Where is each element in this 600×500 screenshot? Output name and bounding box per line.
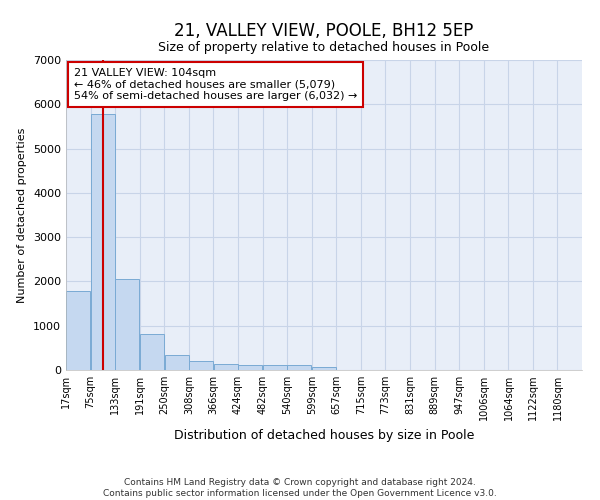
Bar	[66, 290, 91, 370]
Bar	[287, 366, 311, 370]
Bar	[312, 367, 337, 370]
Text: Contains HM Land Registry data © Crown copyright and database right 2024.
Contai: Contains HM Land Registry data © Crown c…	[103, 478, 497, 498]
Bar	[214, 364, 238, 370]
Y-axis label: Number of detached properties: Number of detached properties	[17, 128, 28, 302]
Bar	[263, 366, 287, 370]
Bar	[140, 334, 164, 370]
Text: 21 VALLEY VIEW: 104sqm
← 46% of detached houses are smaller (5,079)
54% of semi-: 21 VALLEY VIEW: 104sqm ← 46% of detached…	[74, 68, 357, 101]
Bar	[189, 362, 214, 370]
Bar	[115, 279, 139, 370]
Bar	[238, 365, 262, 370]
X-axis label: Distribution of detached houses by size in Poole: Distribution of detached houses by size …	[174, 428, 474, 442]
Text: 21, VALLEY VIEW, POOLE, BH12 5EP: 21, VALLEY VIEW, POOLE, BH12 5EP	[175, 22, 473, 40]
Bar	[164, 355, 189, 370]
Text: Size of property relative to detached houses in Poole: Size of property relative to detached ho…	[158, 41, 490, 54]
Bar	[91, 114, 115, 370]
